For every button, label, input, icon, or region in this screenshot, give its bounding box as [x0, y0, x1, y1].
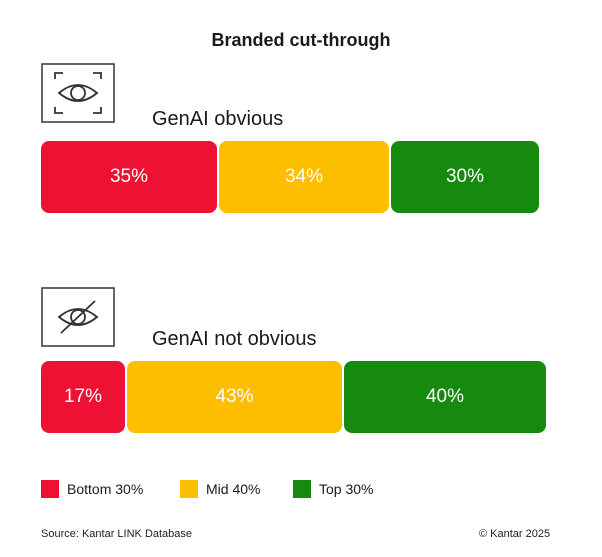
eye-slash-icon	[41, 287, 115, 347]
data-label-mid-genai-obvious: 34%	[284, 166, 324, 187]
eye-icon	[41, 63, 115, 123]
bar-row-genai-not-obvious: 17% 43% 40%	[41, 361, 546, 433]
legend-item-mid: Mid 40%	[180, 480, 260, 498]
legend-label-top: Top 30%	[319, 481, 374, 497]
source-note: Source: Kantar LINK Database	[41, 528, 193, 540]
legend-label-mid: Mid 40%	[206, 481, 261, 497]
bar-segment-top-genai-obvious: 30%	[391, 141, 539, 213]
data-label-mid-genai-not-obvious: 43%	[215, 386, 254, 407]
bar-segment-bottom-genai-not-obvious: 17%	[41, 361, 125, 433]
bar-row-genai-obvious: 35% 34% 30%	[41, 141, 539, 213]
legend-swatch-bottom	[41, 480, 59, 498]
data-label-bottom-genai-not-obvious: 17%	[63, 386, 103, 407]
bar-segment-top-genai-not-obvious: 40%	[344, 361, 546, 433]
group-label-genai-not-obvious: GenAI not obvious	[152, 328, 317, 350]
legend-label-bottom: Bottom 30%	[67, 481, 144, 497]
copyright-note: © Kantar 2025	[479, 528, 551, 540]
legend-swatch-mid	[180, 480, 198, 498]
legend-swatch-top	[293, 480, 311, 498]
bar-segment-mid-genai-not-obvious: 43%	[127, 361, 342, 433]
bar-segment-bottom-genai-obvious: 35%	[41, 141, 217, 213]
legend-item-top: Top 30%	[293, 480, 373, 498]
bar-segment-mid-genai-obvious: 34%	[219, 141, 389, 213]
data-label-top-genai-not-obvious: 40%	[425, 386, 465, 407]
legend-item-bottom: Bottom 30%	[41, 480, 143, 498]
data-label-bottom-genai-obvious: 35%	[109, 166, 149, 187]
group-label-genai-obvious: GenAI obvious	[152, 108, 284, 130]
data-label-top-genai-obvious: 30%	[445, 166, 485, 187]
chart-title: Branded cut-through	[211, 30, 391, 50]
